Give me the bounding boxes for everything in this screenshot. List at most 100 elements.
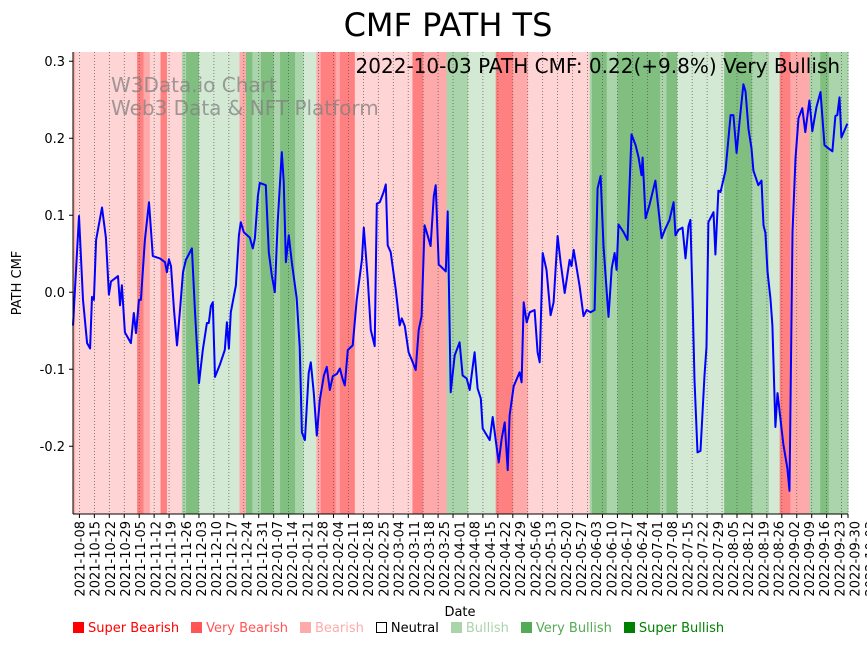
legend-swatch-icon	[623, 622, 635, 633]
legend-label: Super Bullish	[638, 621, 725, 636]
x-tick-label: 2021-10-22	[104, 521, 119, 597]
legend-label: Super Bearish	[88, 621, 180, 636]
band-very-bearish	[239, 52, 247, 514]
x-tick-label: 2021-10-15	[89, 521, 104, 597]
x-tick-label: 2022-01-14	[286, 521, 301, 597]
x-tick-label: 2021-12-03	[195, 521, 210, 597]
legend-item-super-bullish: Super Bullish	[623, 621, 725, 636]
x-axis-label: Date	[444, 605, 475, 620]
legend-label: Neutral	[390, 621, 439, 636]
y-tick-label: 0.2	[44, 132, 65, 147]
x-tick-label: 2022-06-03	[590, 521, 605, 597]
x-tick-label: 2022-06-17	[621, 521, 636, 597]
x-tick-label: 2022-03-18	[423, 521, 438, 597]
x-tick-label: 2021-11-26	[180, 521, 195, 597]
x-tick-label: 2022-02-04	[332, 521, 347, 597]
x-tick-label: 2022-04-01	[453, 521, 468, 597]
x-tick-label: 2022-06-10	[605, 521, 620, 597]
band-super-bullish	[617, 52, 661, 514]
legend-item-very-bearish: Very Bearish	[191, 621, 288, 636]
x-tick-label: 2022-07-22	[697, 521, 712, 597]
x-tick-label: 2021-12-10	[210, 521, 225, 597]
band-bullish	[198, 52, 241, 514]
x-tick-label: 2022-07-08	[666, 521, 681, 597]
x-tick-label: 2021-10-29	[119, 521, 134, 597]
band-very-bearish	[143, 52, 151, 514]
legend-label: Bullish	[465, 621, 509, 636]
band-bearish	[527, 52, 591, 514]
legend-swatch-icon	[191, 622, 203, 633]
band-very-bullish	[828, 52, 849, 514]
y-tick-label: 0.1	[44, 209, 65, 224]
band-bearish	[75, 52, 138, 514]
x-tick-label: 2021-12-17	[225, 521, 240, 597]
x-tick-label: 2022-02-11	[347, 521, 362, 597]
band-super-bearish	[779, 52, 791, 514]
x-tick-label: 2022-02-18	[362, 521, 377, 597]
x-tick-label: 2022-09-16	[818, 521, 833, 597]
x-tick-label: 2021-10-08	[73, 521, 88, 597]
x-tick-label: 2022-07-01	[651, 521, 666, 597]
latest-value-annotation: 2022-10-03 PATH CMF: 0.22(+9.8%) Very Bu…	[356, 54, 840, 78]
band-super-bullish	[280, 52, 296, 514]
band-very-bullish	[751, 52, 770, 514]
band-super-bearish	[160, 52, 168, 514]
legend-label: Very Bearish	[206, 621, 288, 636]
legend: Super Bearish Very Bearish Bearish Neutral B…	[73, 621, 724, 636]
x-tick-label: 2022-07-15	[681, 521, 696, 597]
x-tick-label: 2022-05-27	[575, 521, 590, 597]
band-bearish	[166, 52, 183, 514]
x-tick-label: 2022-08-26	[773, 521, 788, 597]
band-super-bearish	[137, 52, 144, 514]
y-tick-label: 0.3	[44, 55, 65, 70]
x-tick-label: 2022-10-03	[864, 521, 867, 597]
y-axis-label: PATH CMF	[10, 251, 25, 316]
legend-swatch-icon	[299, 622, 311, 633]
x-tick-label: 2022-09-23	[833, 521, 848, 597]
x-tick-label: 2022-09-02	[788, 521, 803, 597]
y-tick-label: 0.0	[44, 286, 65, 301]
x-tick-label: 2022-08-05	[727, 521, 742, 597]
x-tick-label: 2022-08-19	[757, 521, 772, 597]
legend-swatch-icon	[73, 622, 84, 633]
band-super-bullish	[666, 52, 678, 514]
legend-label: Very Bullish	[535, 621, 612, 636]
x-tick-label: 2021-12-24	[241, 521, 256, 597]
legend-item-neutral: Neutral	[375, 621, 439, 636]
band-very-bearish	[335, 52, 341, 514]
x-tick-label: 2022-09-09	[803, 521, 818, 597]
band-super-bearish	[320, 52, 337, 514]
x-tick-label: 2021-11-12	[149, 521, 164, 597]
band-very-bearish	[512, 52, 529, 514]
x-tick-label: 2022-03-04	[393, 521, 408, 597]
band-super-bullish	[591, 52, 608, 514]
legend-item-bearish: Bearish	[299, 621, 364, 636]
band-super-bearish	[412, 52, 424, 514]
x-tick-label: 2022-06-24	[636, 521, 651, 597]
x-tick-label: 2021-12-31	[256, 521, 271, 597]
band-super-bullish	[260, 52, 275, 514]
x-tick-label: 2022-05-13	[545, 521, 560, 597]
legend-item-bullish: Bullish	[450, 621, 509, 636]
x-tick-label: 2022-08-12	[742, 521, 757, 597]
series-line-path-cmf	[72, 83, 849, 492]
x-tick-label: 2022-04-22	[499, 521, 514, 597]
x-tick-label: 2022-04-29	[514, 521, 529, 597]
y-tick-label: -0.1	[40, 363, 65, 378]
x-tick-label: 2022-03-25	[438, 521, 453, 597]
band-very-bullish	[446, 52, 469, 514]
legend-label: Bearish	[314, 621, 364, 636]
x-tick-label: 2022-01-28	[317, 521, 332, 597]
watermark-text: W3Data.io Chart	[111, 73, 277, 97]
watermark-text: Web3 Data & NFT Platform	[111, 96, 379, 120]
y-tick-label: -0.2	[40, 440, 65, 455]
x-tick-label: 2021-11-05	[134, 521, 149, 597]
band-bearish	[149, 52, 162, 514]
x-tick-label: 2022-04-08	[469, 521, 484, 597]
band-very-bullish	[295, 52, 305, 514]
band-super-bearish	[339, 52, 356, 514]
band-very-bullish	[809, 52, 821, 514]
band-super-bullish	[820, 52, 830, 514]
